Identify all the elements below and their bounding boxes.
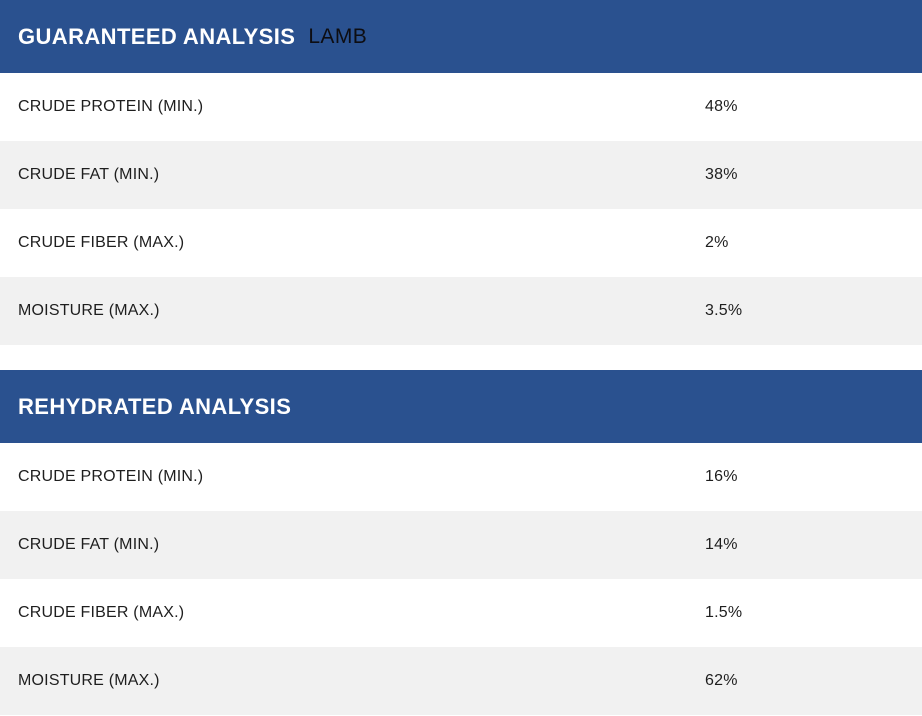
row-value: 16% [705,468,738,485]
row-label: CRUDE PROTEIN (MIN.) [18,98,204,115]
row-label: CRUDE PROTEIN (MIN.) [18,468,204,485]
row-label: MOISTURE (MAX.) [18,672,160,689]
row-value: 38% [705,166,738,183]
section-rehydrated-analysis: REHYDRATED ANALYSIS CRUDE PROTEIN (MIN.)… [0,370,922,715]
table-row: CRUDE PROTEIN (MIN.) 48% [0,73,922,141]
table-row: MOISTURE (MAX.) 3.5% [0,277,922,345]
table-row: CRUDE FIBER (MAX.) 1.5% [0,579,922,647]
table-row: CRUDE PROTEIN (MIN.) 16% [0,443,922,511]
section-header: REHYDRATED ANALYSIS [0,370,922,443]
row-label: CRUDE FIBER (MAX.) [18,234,185,251]
row-value: 48% [705,98,738,115]
table-row: CRUDE FAT (MIN.) 38% [0,141,922,209]
row-label: CRUDE FAT (MIN.) [18,536,160,553]
row-value: 2% [705,234,729,251]
product-variant-label: LAMB [308,24,368,48]
table-row: CRUDE FAT (MIN.) 14% [0,511,922,579]
section-divider-gap [0,345,922,370]
row-value: 3.5% [705,302,743,319]
section-guaranteed-analysis: GUARANTEED ANALYSIS LAMB CRUDE PROTEIN (… [0,0,922,345]
table-row: CRUDE FIBER (MAX.) 2% [0,209,922,277]
row-label: CRUDE FIBER (MAX.) [18,604,185,621]
row-value: 1.5% [705,604,743,621]
row-value: 14% [705,536,738,553]
row-label: CRUDE FAT (MIN.) [18,166,160,183]
table-row: MOISTURE (MAX.) 62% [0,647,922,715]
section-title: GUARANTEED ANALYSIS [18,23,296,49]
section-header: GUARANTEED ANALYSIS LAMB [0,0,922,73]
section-title: REHYDRATED ANALYSIS [18,393,292,419]
row-label: MOISTURE (MAX.) [18,302,160,319]
row-value: 62% [705,672,738,689]
